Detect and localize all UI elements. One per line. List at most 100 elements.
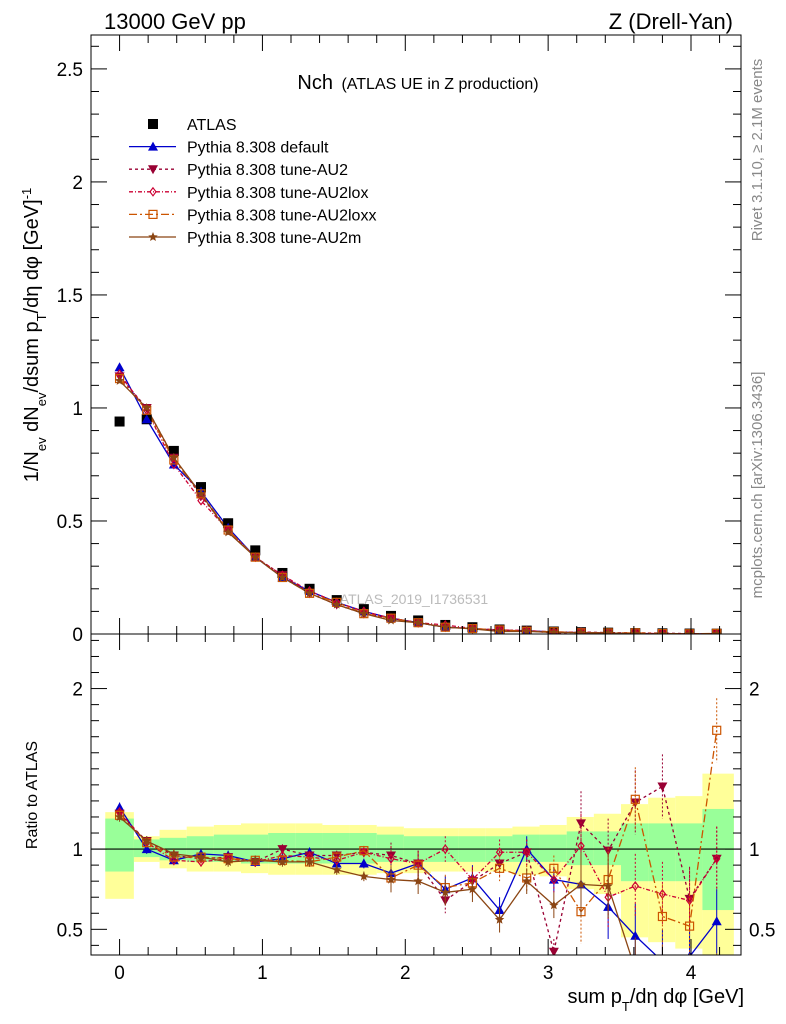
point-pythia-8-308-tune-au2m xyxy=(549,627,559,634)
rivet-label: Rivet 3.1.10, ≥ 2.1M events xyxy=(749,59,766,242)
y-axis-label-main: 1/Nev dNev/dsum pT/dη dφ [GeV]-1 xyxy=(19,188,49,483)
header-right: Z (Drell-Yan) xyxy=(609,9,733,34)
green-band-bin xyxy=(675,823,703,882)
legend-marker-pythia-8-308-tune-au2loxx xyxy=(148,209,158,219)
point-pythia-8-308-tune-au2m xyxy=(169,452,179,462)
legend-marker-pythia-8-308-tune-au2 xyxy=(148,165,158,175)
ratio-y-axis-label: Ratio to ATLAS xyxy=(24,741,41,849)
ratio-point-pythia-8-308-default xyxy=(331,858,342,868)
legend-marker-pythia-8-308-default xyxy=(148,141,158,151)
green-band-bin xyxy=(621,823,649,882)
legend: ATLAS Pythia 8.308 default Pythia 8.308 tu… xyxy=(129,117,376,247)
ratio-point-pythia-8-308-tune-au2m xyxy=(494,914,505,924)
ratio-plot-frame xyxy=(90,633,742,956)
legend-item-pythia-8-308-tune-au2loxx: Pythia 8.308 tune-AU2loxx xyxy=(129,207,376,224)
point-pythia-8-308-tune-au2lox xyxy=(577,627,585,634)
ratio-y-tick-label-right: 0.5 xyxy=(749,920,775,941)
ratio-point-pythia-8-308-tune-au2m xyxy=(440,887,451,897)
ratio-point-pythia-8-308-tune-au2loxx xyxy=(494,863,505,873)
header-left: 13000 GeV pp xyxy=(104,9,246,34)
ratio-point-pythia-8-308-tune-au2loxx xyxy=(712,725,722,735)
ratio-y-tick-label: 1 xyxy=(72,840,83,861)
legend-marker-pythia-8-308-tune-au2m xyxy=(148,232,158,242)
ratio-point-pythia-8-308-tune-au2lox xyxy=(522,847,531,858)
ratio-point-pythia-8-308-tune-au2 xyxy=(603,846,614,856)
point-pythia-8-308-tune-au2m xyxy=(114,375,125,385)
ratio-point-pythia-8-308-tune-au2m xyxy=(169,848,179,858)
point-pythia-8-308-tune-au2m xyxy=(630,628,641,634)
point-pythia-8-308-tune-au2m xyxy=(141,402,152,413)
ratio-y-tick-label-right: 2 xyxy=(749,680,760,701)
ratio-point-pythia-8-308-tune-au2m xyxy=(250,855,261,865)
point-pythia-8-308-tune-au2m xyxy=(684,628,695,634)
x-tick-label: 2 xyxy=(400,963,411,984)
ratio-point-pythia-8-308-tune-au2lox xyxy=(414,858,422,869)
main-y-ticks: 0 0.5 1 1.5 2 2.5 xyxy=(57,35,741,646)
y-tick-label: 0.5 xyxy=(57,512,83,533)
ratio-point-pythia-8-308-tune-au2 xyxy=(304,851,315,861)
point-pythia-8-308-tune-au2m xyxy=(250,552,261,562)
legend-label-pythia-8-308-default: Pythia 8.308 default xyxy=(187,140,329,157)
ratio-point-pythia-8-308-tune-au2m xyxy=(467,884,478,894)
legend-label-pythia-8-308-tune-au2m: Pythia 8.308 tune-AU2m xyxy=(187,230,361,247)
ratio-series-group xyxy=(114,698,722,981)
legend-label-atlas: ATLAS xyxy=(187,117,237,134)
point-pythia-8-308-tune-au2lox xyxy=(522,625,531,634)
ratio-point-pythia-8-308-tune-au2m xyxy=(658,972,668,981)
ratio-ticks: 0 1 2 3 4 0.5 0.5 1 1 2 2 xyxy=(57,35,775,984)
legend-item-pythia-8-308-tune-au2lox: Pythia 8.308 tune-AU2lox xyxy=(129,185,368,202)
point-atlas xyxy=(168,445,179,456)
y-tick-label: 0 xyxy=(72,625,83,646)
ratio-line-pythia-8-308-tune-au2loxx xyxy=(119,730,718,927)
point-pythia-8-308-tune-au2m xyxy=(413,617,423,627)
point-pythia-8-308-tune-au2m xyxy=(331,599,342,609)
plot-title: Nch (ATLAS UE in Z production) xyxy=(297,72,538,94)
ratio-point-pythia-8-308-tune-au2lox xyxy=(441,844,450,855)
mcplots-label: mcplots.cern.ch [arXiv:1306.3436] xyxy=(749,372,766,599)
plot-title-sub: (ATLAS UE in Z production) xyxy=(341,76,538,93)
x-axis-label: sum pT/dη dφ [GeV] xyxy=(567,986,744,1014)
ratio-point-pythia-8-308-tune-au2m xyxy=(141,836,152,846)
point-pythia-8-308-tune-au2m xyxy=(359,608,369,618)
ratio-point-pythia-8-308-tune-au2m xyxy=(549,900,559,910)
ratio-point-pythia-8-308-tune-au2m xyxy=(304,856,315,866)
point-pythia-8-308-tune-au2m xyxy=(304,588,315,598)
ratio-point-pythia-8-308-tune-au2 xyxy=(277,845,288,855)
ratio-point-pythia-8-308-tune-au2 xyxy=(657,782,668,792)
ratio-point-pythia-8-308-tune-au2m xyxy=(413,876,423,886)
ratio-point-pythia-8-308-tune-au2m xyxy=(576,879,586,889)
x-tick-label: 1 xyxy=(257,963,268,984)
ratio-point-pythia-8-308-tune-au2m xyxy=(359,871,369,881)
ratio-point-pythia-8-308-tune-au2m xyxy=(386,874,396,884)
point-pythia-8-308-tune-au2lox xyxy=(631,628,640,634)
ratio-point-pythia-8-308-tune-au2m xyxy=(631,964,641,973)
ratio-point-pythia-8-308-default xyxy=(114,802,125,812)
point-pythia-8-308-tune-au2m xyxy=(277,572,288,582)
ratio-point-pythia-8-308-tune-au2m xyxy=(223,856,233,866)
point-pythia-8-308-tune-au2m xyxy=(576,627,586,634)
point-pythia-8-308-tune-au2m xyxy=(521,626,532,634)
legend-item-pythia-8-308-default: Pythia 8.308 default xyxy=(129,140,329,157)
ratio-point-pythia-8-308-tune-au2lox xyxy=(332,855,341,866)
ratio-point-pythia-8-308-default xyxy=(657,956,667,965)
ratio-point-pythia-8-308-tune-au2loxx xyxy=(359,846,369,856)
ratio-point-pythia-8-308-tune-au2lox xyxy=(631,880,640,891)
legend-label-pythia-8-308-tune-au2loxx: Pythia 8.308 tune-AU2loxx xyxy=(187,207,376,224)
ratio-point-pythia-8-308-tune-au2loxx xyxy=(657,911,668,922)
ratio-point-pythia-8-308-tune-au2lox xyxy=(387,853,395,864)
ratio-y-tick-label-right: 1 xyxy=(749,840,760,861)
ratio-point-pythia-8-308-tune-au2m xyxy=(331,864,342,874)
ratio-point-pythia-8-308-tune-au2m xyxy=(521,876,532,886)
ratio-y-tick-label: 0.5 xyxy=(57,920,83,941)
y-tick-label: 1.5 xyxy=(57,286,83,307)
point-pythia-8-308-tune-au2m xyxy=(440,622,451,632)
ratio-point-pythia-8-308-tune-au2m xyxy=(196,852,206,862)
x-tick-label: 3 xyxy=(543,963,554,984)
point-pythia-8-308-default xyxy=(141,414,152,424)
legend-item-pythia-8-308-tune-au2m: Pythia 8.308 tune-AU2m xyxy=(129,230,361,247)
ratio-point-pythia-8-308-default xyxy=(141,844,152,854)
ratio-point-pythia-8-308-tune-au2m xyxy=(603,880,613,891)
point-pythia-8-308-tune-au2m xyxy=(196,488,206,498)
legend-item-atlas: ATLAS xyxy=(148,117,237,134)
